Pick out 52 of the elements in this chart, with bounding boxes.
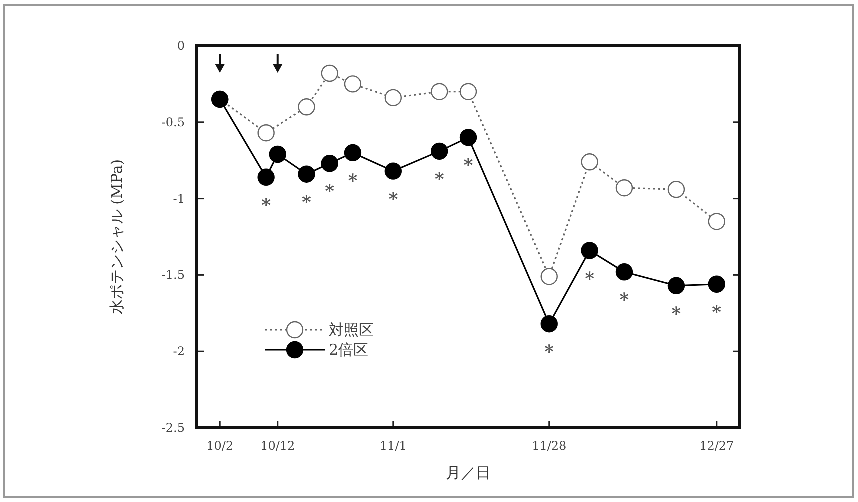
annotation: * xyxy=(302,192,312,214)
point xyxy=(384,162,402,180)
point xyxy=(616,180,634,197)
x-tick-label: 10/12 xyxy=(260,439,296,453)
y-tick-label: -1 xyxy=(173,192,185,206)
annotation: * xyxy=(620,290,630,312)
point xyxy=(431,142,448,160)
annotation: * xyxy=(434,169,445,190)
point xyxy=(321,155,338,172)
point xyxy=(384,89,402,107)
point xyxy=(708,276,726,293)
point xyxy=(344,76,362,93)
annotation: * xyxy=(262,195,272,216)
annotation: * xyxy=(348,170,358,192)
y-tick-label: -0.5 xyxy=(162,115,185,130)
annotation: * xyxy=(544,342,555,364)
x-axis-title: 月／日 xyxy=(446,464,491,482)
annotation: * xyxy=(672,304,682,325)
point xyxy=(708,213,726,230)
x-tick-label: 12/27 xyxy=(700,439,734,453)
point xyxy=(321,64,338,82)
point xyxy=(269,146,286,164)
point xyxy=(344,144,362,162)
point xyxy=(540,268,558,286)
point xyxy=(668,277,686,294)
y-tick-label: 0 xyxy=(177,39,185,53)
point xyxy=(258,168,275,186)
point xyxy=(616,264,634,281)
point xyxy=(581,242,598,260)
point xyxy=(581,154,598,171)
x-tick-label: 10/2 xyxy=(206,439,234,453)
point xyxy=(540,315,558,333)
point xyxy=(460,129,478,146)
point xyxy=(431,83,448,100)
point xyxy=(460,83,478,100)
x-tick-label: 11/1 xyxy=(380,439,407,453)
point xyxy=(258,124,275,142)
annotation: * xyxy=(712,302,722,324)
point xyxy=(298,166,316,183)
y-tick-label: -2 xyxy=(173,344,185,359)
legend-label: 対照区 xyxy=(329,321,374,339)
point xyxy=(668,181,686,198)
annotation: * xyxy=(388,189,399,210)
annotation: * xyxy=(464,156,474,177)
point xyxy=(298,98,316,116)
y-tick-label: -1.5 xyxy=(162,268,185,282)
annotation: * xyxy=(325,182,336,203)
legend-label: 2倍区 xyxy=(329,341,369,359)
y-tick-label: -2.5 xyxy=(162,421,185,435)
x-tick-label: 11/28 xyxy=(532,439,567,453)
y-axis-title: 水ポテンシャル (MPa) xyxy=(108,159,126,315)
annotation: * xyxy=(585,268,596,290)
